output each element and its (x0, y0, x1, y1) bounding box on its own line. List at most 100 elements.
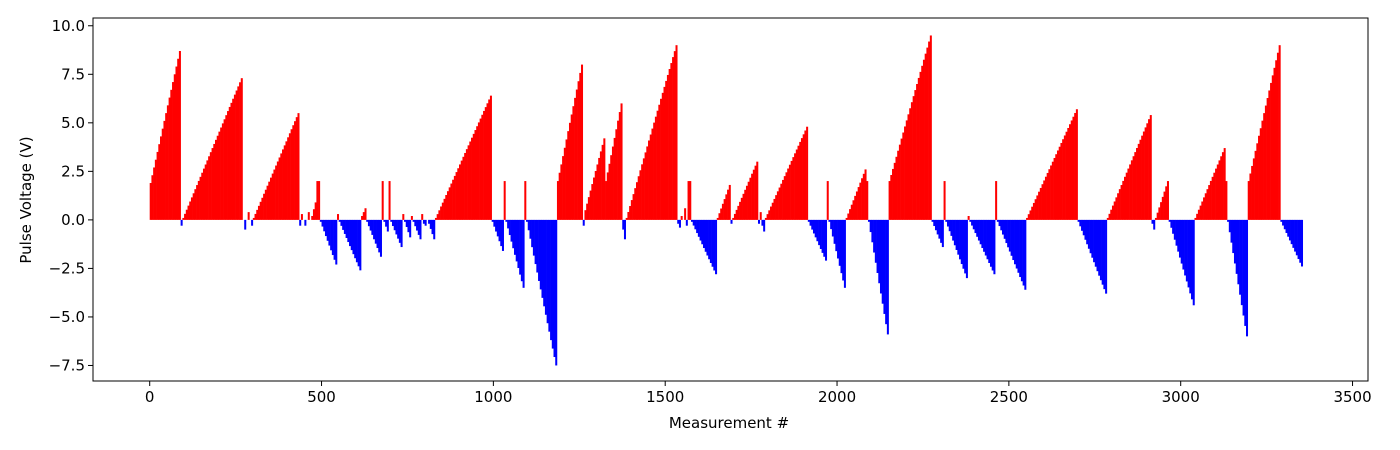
bar (373, 219, 376, 240)
bar (711, 219, 714, 267)
bar (577, 81, 580, 220)
bar (471, 137, 474, 220)
bar (1060, 142, 1063, 220)
bar (1172, 219, 1175, 234)
bar (596, 164, 599, 220)
bar (1044, 176, 1047, 220)
bar (1144, 127, 1147, 220)
bar (1105, 219, 1108, 294)
bar (266, 185, 269, 220)
bar (160, 136, 163, 220)
y-tick-label: 5.0 (61, 114, 85, 132)
bar (1082, 219, 1085, 236)
bar (1276, 52, 1279, 220)
bar (591, 184, 594, 220)
bar (921, 65, 924, 220)
bar (1244, 219, 1247, 326)
bar (579, 72, 582, 220)
bar (555, 219, 558, 366)
bar (1079, 219, 1082, 227)
bar (230, 102, 233, 220)
bar (357, 219, 360, 267)
bar (472, 133, 475, 220)
bar (934, 219, 937, 231)
bar (459, 164, 462, 220)
bar (811, 219, 814, 230)
bar (617, 120, 620, 220)
bar (823, 219, 826, 257)
bar (814, 219, 817, 238)
bar (971, 219, 974, 226)
bar (450, 183, 453, 220)
bar (909, 108, 912, 220)
bar (910, 102, 913, 220)
bar (1254, 150, 1257, 220)
bar (727, 189, 730, 220)
bar (859, 182, 862, 220)
bar (1130, 160, 1133, 220)
bar (922, 59, 925, 220)
bar (857, 187, 860, 220)
bar (202, 168, 205, 220)
bar (163, 120, 166, 220)
bar (964, 219, 967, 274)
bar (873, 219, 876, 253)
bar (483, 110, 486, 220)
bar (871, 219, 874, 243)
bar (1115, 197, 1118, 220)
bar (1156, 212, 1159, 220)
bar (244, 219, 247, 230)
bar (943, 181, 946, 220)
bar (417, 219, 420, 235)
bar (847, 213, 850, 220)
bar (465, 149, 468, 220)
bar (1010, 219, 1013, 256)
bar (826, 181, 829, 220)
bar (993, 219, 996, 275)
bar (1074, 112, 1077, 220)
bar (259, 201, 262, 220)
bar (1027, 214, 1030, 220)
bar (678, 219, 681, 228)
bar (919, 71, 922, 220)
bar (366, 219, 369, 222)
bar (1050, 165, 1053, 220)
bar (1178, 219, 1181, 258)
bar (637, 176, 640, 220)
bar (1053, 157, 1056, 220)
bar (831, 219, 834, 237)
bar (699, 219, 702, 241)
bar (704, 219, 707, 252)
bar (330, 219, 333, 251)
bar (912, 96, 915, 220)
bar (402, 214, 405, 220)
bar (692, 219, 695, 226)
bar (280, 153, 283, 220)
bar (666, 74, 669, 220)
bar (215, 139, 218, 220)
bar (792, 157, 795, 220)
bar (1184, 219, 1187, 276)
bar (194, 189, 197, 220)
bar (1270, 82, 1273, 220)
bar (1208, 185, 1211, 220)
bar (629, 206, 632, 220)
bar (1091, 219, 1094, 258)
bar (680, 216, 683, 220)
bar (677, 219, 680, 224)
bar (166, 105, 169, 220)
bar (879, 219, 883, 294)
bar (694, 219, 697, 230)
bar (354, 219, 357, 259)
bar (196, 185, 199, 220)
y-tick-label: −7.5 (49, 356, 85, 374)
bar (544, 219, 547, 315)
bar (656, 110, 659, 220)
bar (256, 209, 259, 220)
bar (581, 64, 584, 220)
bar (338, 219, 341, 222)
bar (854, 195, 857, 220)
bar (838, 219, 841, 266)
bar (1215, 168, 1218, 220)
bar (888, 181, 891, 220)
